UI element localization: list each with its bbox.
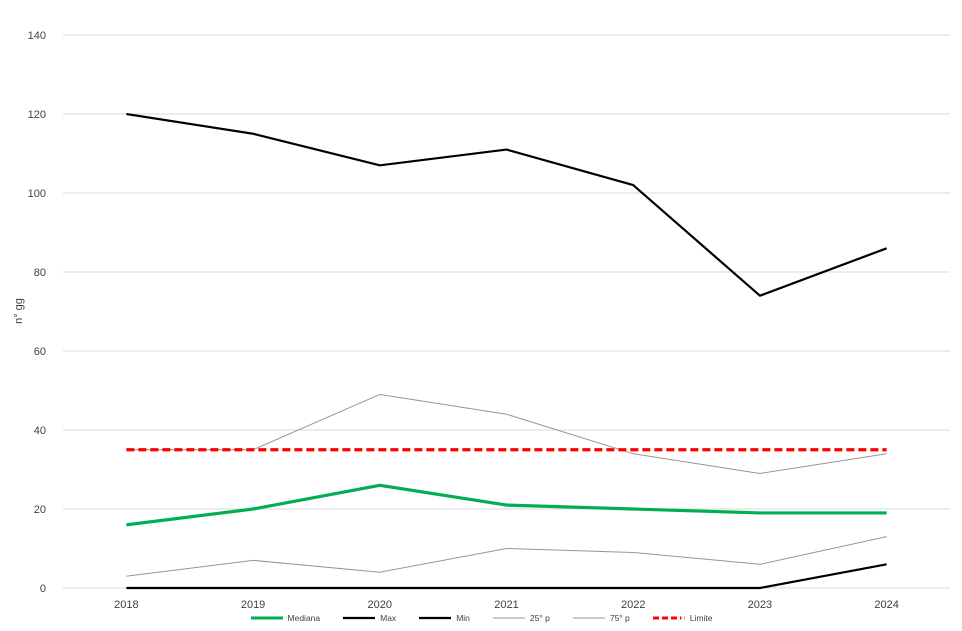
- legend-item-mediana: Mediana: [250, 613, 321, 623]
- legend-line-swatch: [652, 616, 685, 620]
- y-tick-label: 80: [34, 267, 46, 279]
- y-tick-label: 100: [28, 188, 46, 200]
- y-tick-label: 140: [28, 30, 46, 42]
- legend-label: Limite: [689, 613, 713, 623]
- legend-item-limite: Limite: [652, 613, 713, 623]
- legend-item-25-p: 25° p: [492, 613, 550, 623]
- y-tick-label: 40: [34, 425, 46, 437]
- legend-item-75-p: 75° p: [572, 613, 630, 623]
- legend-label: 75° p: [609, 613, 630, 623]
- chart-svg: n° gg 0 20 40 60 80 100 120 140 2018 2019 2020 2021…: [13, 30, 950, 611]
- y-tick-label: 20: [34, 504, 46, 516]
- legend-line-swatch: [492, 617, 525, 619]
- y-tick-label: 60: [34, 346, 46, 358]
- legend-line-swatch: [572, 617, 605, 619]
- series-line-max: [126, 112, 888, 297]
- x-tick-label: 2021: [494, 599, 518, 611]
- x-tick-label: 2022: [621, 599, 645, 611]
- y-axis-title: n° gg: [13, 298, 25, 324]
- series-line-75-p: [126, 393, 887, 474]
- legend-label: Max: [380, 613, 397, 623]
- legend-label: Min: [456, 613, 470, 623]
- x-tick-label: 2023: [748, 599, 772, 611]
- legend-item-min: Min: [418, 613, 470, 623]
- x-tick-label: 2020: [368, 599, 392, 611]
- series-line-25-p: [126, 536, 887, 577]
- x-tick-label: 2019: [241, 599, 265, 611]
- legend-line-swatch: [419, 616, 452, 620]
- legend-line-swatch: [250, 616, 283, 620]
- legend: Mediana Max Min 25° p 75° p Limite: [0, 609, 962, 627]
- legend-label: 25° p: [529, 613, 550, 623]
- series-line-min: [126, 563, 887, 590]
- x-tick-label: 2024: [874, 599, 898, 611]
- legend-label: Mediana: [287, 613, 321, 623]
- series-line-mediana: [126, 483, 887, 527]
- y-tick-label: 120: [28, 109, 46, 121]
- y-tick-label: 0: [40, 583, 46, 595]
- x-tick-label: 2018: [114, 599, 138, 611]
- legend-item-max: Max: [342, 613, 396, 623]
- legend-line-swatch: [343, 616, 376, 620]
